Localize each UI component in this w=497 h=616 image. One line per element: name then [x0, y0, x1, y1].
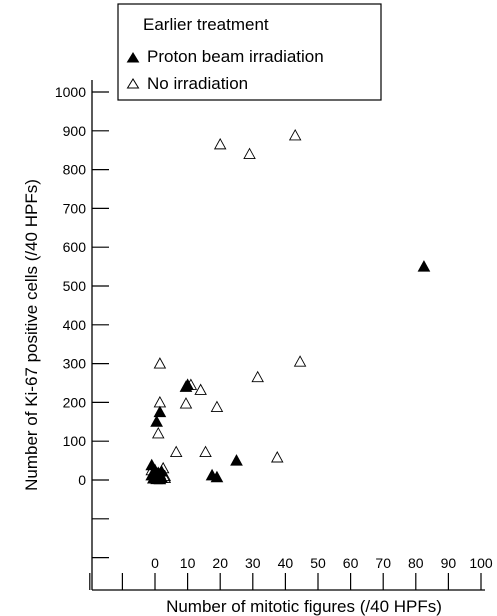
- legend-title: Earlier treatment: [143, 15, 269, 34]
- point-no-irradiation: [270, 451, 284, 463]
- point-no-irradiation: [153, 357, 167, 369]
- point-proton-beam: [153, 405, 167, 418]
- x-tick-label: 0: [151, 555, 159, 571]
- point-no-irradiation: [145, 463, 159, 476]
- y-tick-label: 0: [78, 472, 86, 488]
- x-tick-label: 10: [180, 555, 196, 571]
- point-no-irradiation: [153, 395, 167, 408]
- x-tick-label: 90: [441, 555, 457, 571]
- point-no-irradiation: [210, 400, 224, 413]
- point-no-irradiation: [288, 129, 302, 141]
- point-no-irradiation: [156, 461, 170, 474]
- point-proton-beam: [210, 470, 224, 483]
- point-no-irradiation: [251, 370, 264, 383]
- point-no-irradiation: [293, 355, 307, 367]
- x-tick-label: 60: [343, 555, 359, 571]
- y-tick-label: 300: [63, 356, 87, 372]
- point-no-irradiation: [169, 445, 183, 458]
- point-no-irradiation: [243, 147, 256, 160]
- point-proton-beam: [150, 415, 163, 427]
- legend-box: [117, 3, 382, 101]
- legend-marker-open-triangle: [126, 78, 140, 89]
- y-tick-label: 900: [63, 123, 87, 139]
- y-tick-label: 800: [63, 162, 87, 178]
- y-axis-ticks: 0 100 200 300 400 500 600 700 800 900 1000: [55, 84, 109, 559]
- legend: Earlier treatment Proton beam irradiatio…: [117, 3, 382, 101]
- legend-label-no-irradiation: No irradiation: [147, 74, 248, 93]
- point-no-irradiation: [213, 137, 227, 150]
- point-proton-beam: [230, 454, 243, 466]
- x-tick-label: 80: [408, 555, 424, 571]
- x-tick-label: 20: [212, 555, 228, 571]
- x-tick-label: 40: [278, 555, 294, 571]
- point-no-irradiation: [151, 427, 165, 439]
- y-tick-label: 200: [63, 394, 87, 410]
- point-no-irradiation: [194, 383, 207, 395]
- point-no-irradiation: [179, 397, 193, 409]
- y-tick-label: 600: [63, 239, 87, 255]
- y-axis-title: Number of Ki-67 positive cells (/40 HPFs…: [22, 179, 41, 491]
- y-tick-label: 1000: [55, 84, 86, 100]
- point-no-irradiation: [184, 378, 198, 390]
- point-no-irradiation: [199, 445, 212, 458]
- x-axis-title: Number of mitotic figures (/40 HPFs): [166, 597, 442, 616]
- point-no-irradiation: [158, 471, 172, 484]
- y-tick-label: 700: [63, 200, 87, 216]
- x-tick-label: 50: [310, 555, 326, 571]
- y-tick-label: 400: [63, 317, 87, 333]
- point-proton-beam: [417, 260, 431, 272]
- x-tick-label: 100: [469, 555, 493, 571]
- legend-label-proton: Proton beam irradiation: [147, 47, 324, 66]
- x-axis-ticks: 0 10 20 30 40 50 60 70 80 90 100: [89, 555, 493, 590]
- legend-marker-filled-triangle: [126, 52, 140, 63]
- y-tick-label: 100: [63, 433, 87, 449]
- data-points: [145, 129, 431, 485]
- y-tick-label: 500: [63, 278, 87, 294]
- x-tick-label: 30: [245, 555, 261, 571]
- x-tick-label: 70: [375, 555, 391, 571]
- point-no-irradiation: [158, 469, 172, 482]
